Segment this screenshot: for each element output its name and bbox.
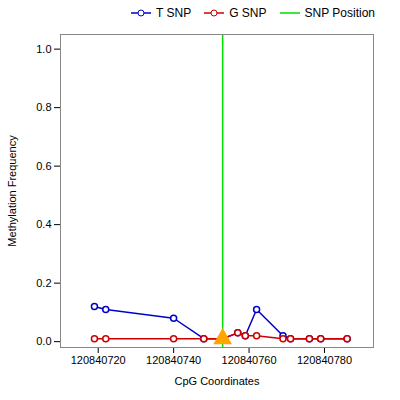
svg-text:0.0: 0.0: [36, 335, 51, 347]
svg-text:0.6: 0.6: [36, 160, 51, 172]
html-text:G SNP: G SNP: [229, 6, 267, 20]
svg-text:0.8: 0.8: [36, 101, 51, 113]
svg-text:CpG Coordinates: CpG Coordinates: [175, 375, 260, 387]
svg-text:120840780: 120840780: [297, 354, 352, 366]
svg-text:Methylation Frequency: Methylation Frequency: [6, 135, 18, 247]
svg-text:0.2: 0.2: [36, 277, 51, 289]
svg-text:120840720: 120840720: [71, 354, 126, 366]
svg-text:120840740: 120840740: [146, 354, 201, 366]
svg-text:1.0: 1.0: [36, 43, 51, 55]
svg-text:120840760: 120840760: [222, 354, 277, 366]
html-text:T SNP: T SNP: [156, 6, 192, 20]
svg-text:0.4: 0.4: [36, 218, 51, 230]
html-text:SNP Position: SNP Position: [304, 6, 375, 20]
